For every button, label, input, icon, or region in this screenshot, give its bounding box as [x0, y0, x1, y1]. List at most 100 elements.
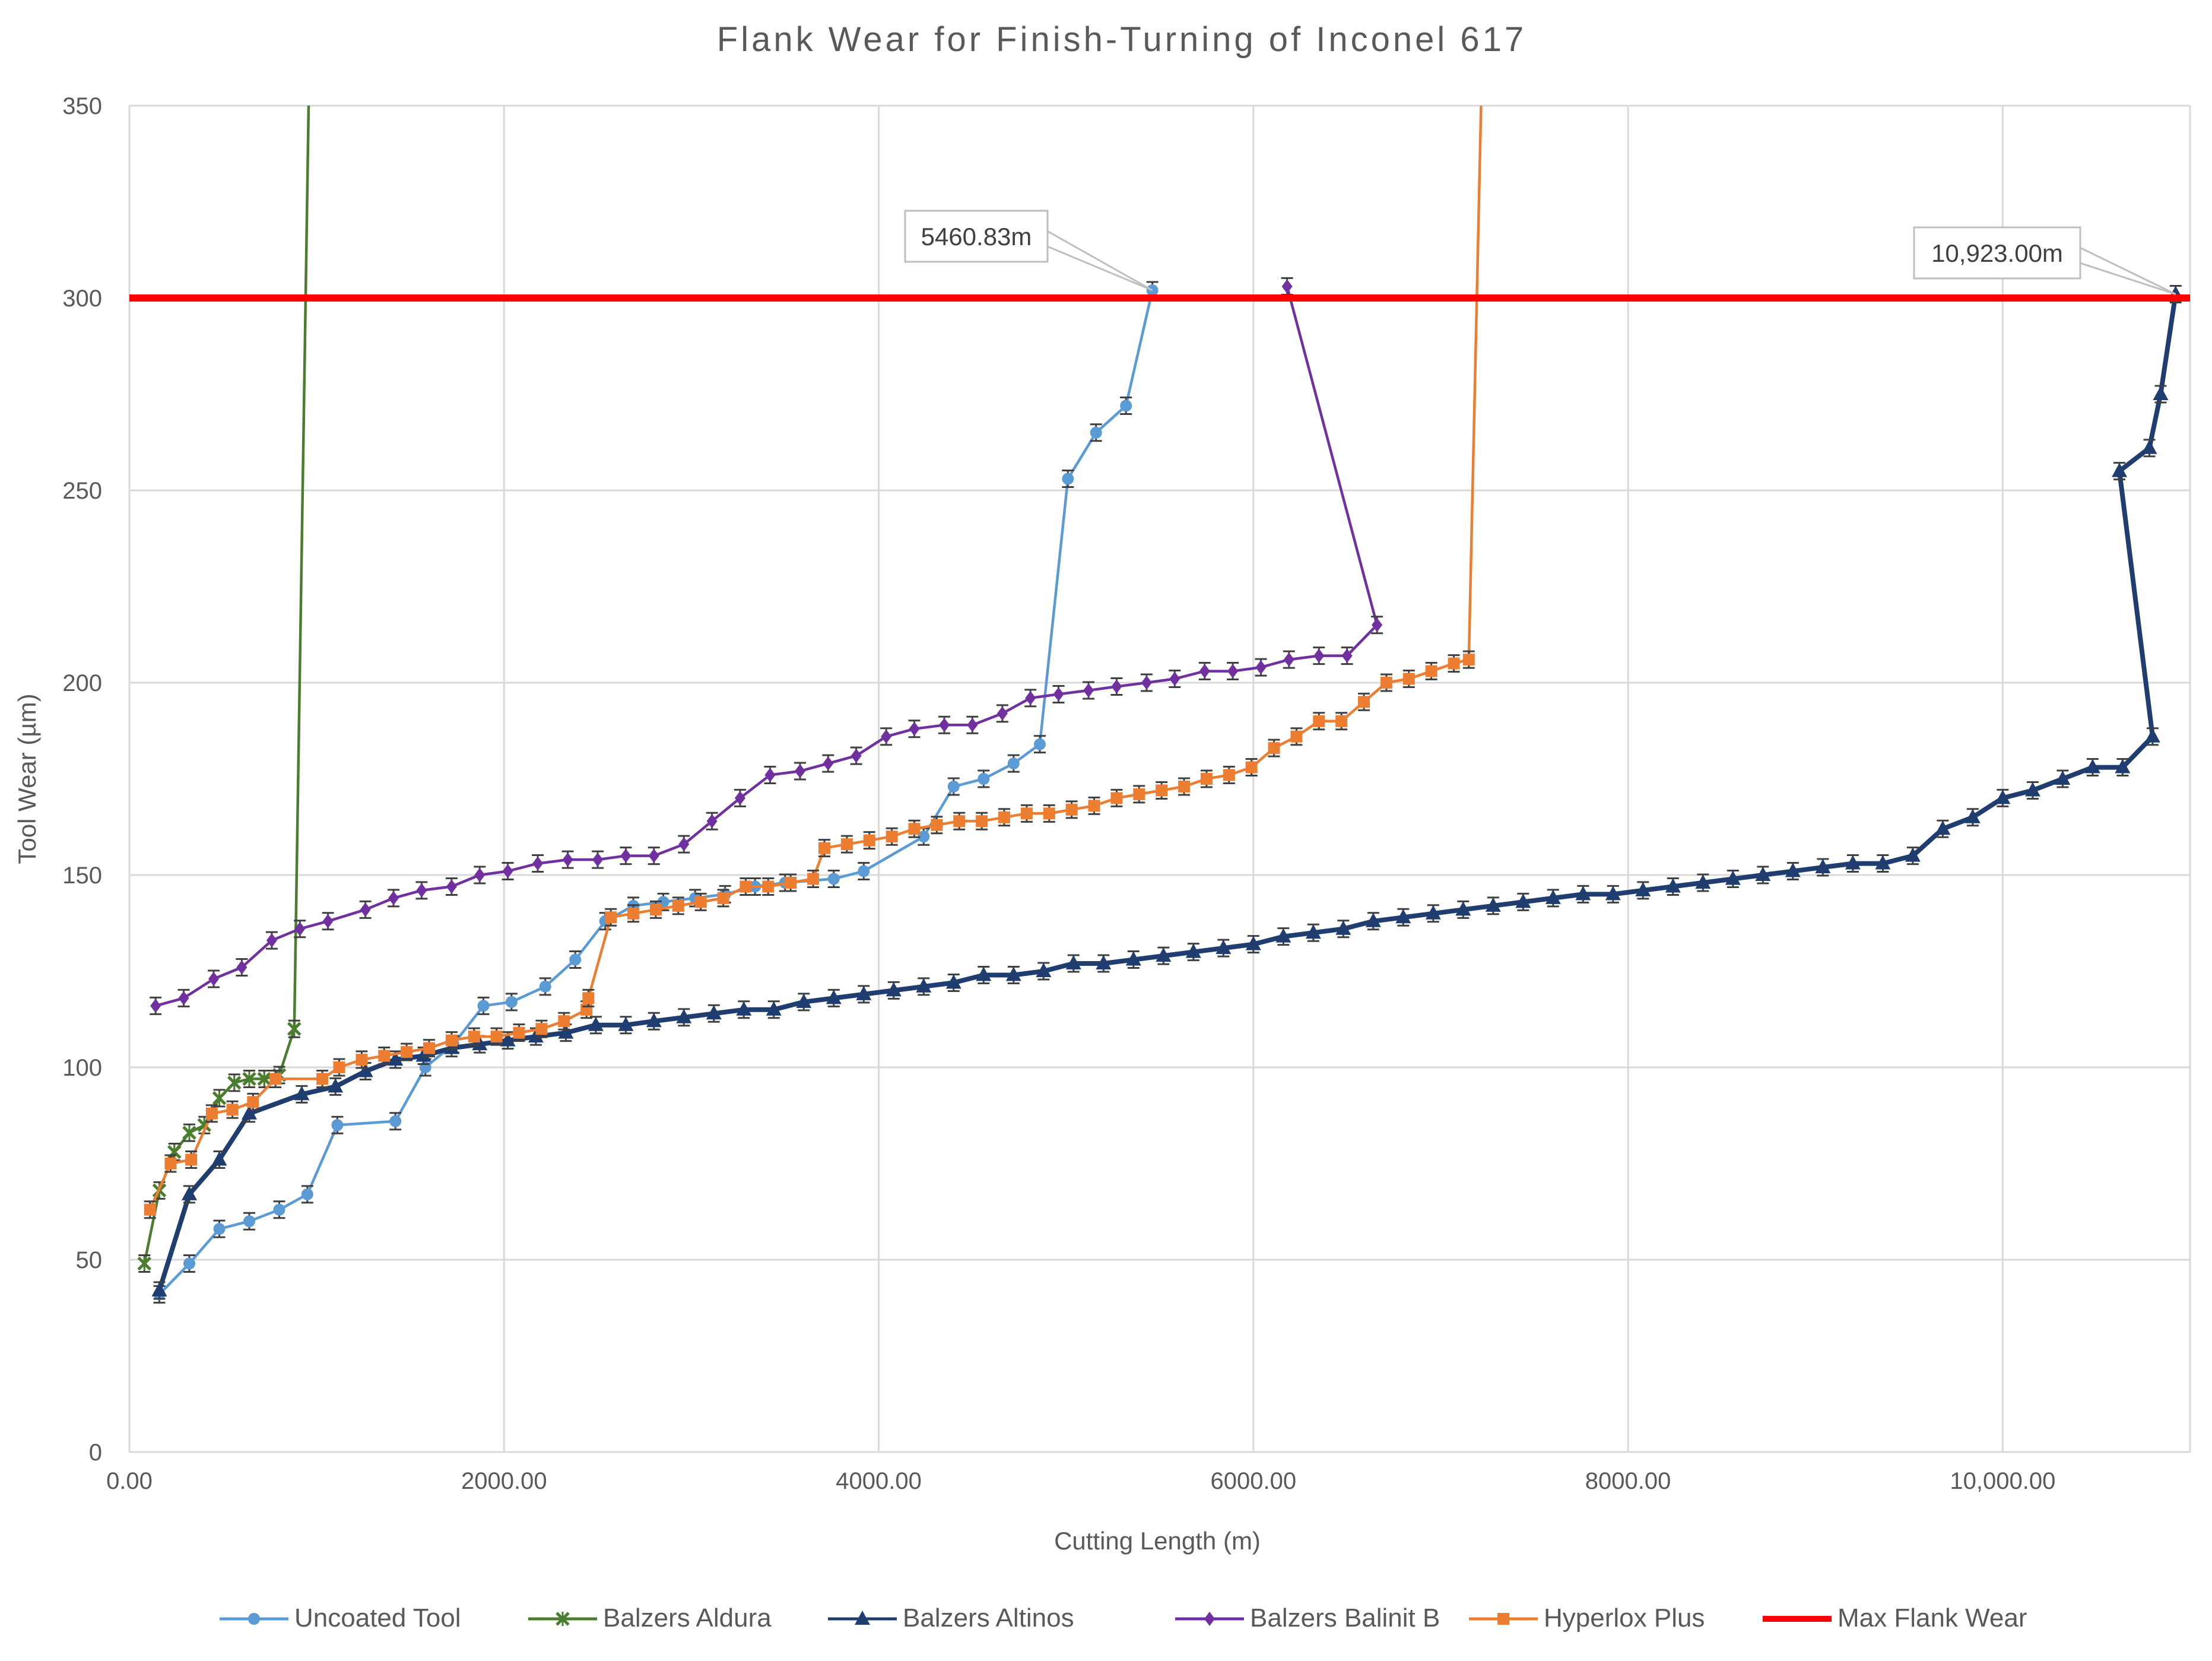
data-point	[931, 819, 943, 831]
data-point	[1053, 687, 1064, 702]
data-point	[796, 993, 812, 1008]
callout-box	[1913, 226, 2081, 280]
y-tick-label: 300	[62, 286, 102, 312]
data-point	[151, 1282, 167, 1297]
x-tick-label: 6000.00	[1211, 1468, 1297, 1494]
data-point	[1281, 279, 1293, 294]
data-point	[212, 1091, 227, 1105]
data-point	[360, 902, 371, 917]
data-point	[294, 1086, 310, 1101]
data-point	[2115, 759, 2131, 774]
data-point	[1090, 426, 1102, 439]
data-point	[242, 1072, 256, 1086]
legend-label: Uncoated Tool	[294, 1603, 461, 1633]
data-point	[592, 852, 604, 867]
data-point	[978, 773, 990, 785]
data-point	[886, 830, 898, 843]
data-point	[1335, 715, 1348, 727]
data-point	[301, 1188, 313, 1200]
data-point	[331, 1119, 344, 1131]
data-point	[1335, 920, 1351, 935]
data-point	[388, 1051, 404, 1066]
y-tick-label: 150	[62, 863, 102, 889]
data-point	[1455, 901, 1471, 916]
data-point	[676, 1009, 692, 1023]
data-point	[1088, 800, 1100, 812]
data-point	[1065, 803, 1078, 816]
legend: Uncoated Tool Balzers Aldura Balzers Altin…	[220, 1603, 2027, 1633]
data-point	[998, 811, 1011, 823]
data-point	[273, 1203, 285, 1216]
data-point	[976, 966, 992, 981]
data-point	[764, 768, 776, 782]
data-point	[807, 873, 820, 885]
data-point	[649, 904, 662, 916]
data-point	[823, 756, 834, 771]
data-point	[2144, 728, 2160, 743]
y-tick-label: 350	[62, 93, 102, 119]
callout-text: 5460.83m	[921, 223, 1032, 251]
data-point	[446, 879, 457, 894]
data-point	[558, 1015, 570, 1028]
data-point	[886, 982, 902, 997]
data-point	[881, 729, 892, 744]
data-point	[1268, 742, 1280, 755]
data-point	[243, 1215, 256, 1228]
data-point	[1156, 784, 1168, 797]
callout-box	[904, 210, 1049, 263]
data-point	[205, 1107, 218, 1120]
data-point	[1025, 690, 1036, 705]
data-point	[588, 1016, 604, 1031]
data-point	[242, 1105, 258, 1120]
data-point	[734, 791, 745, 806]
data-point	[1111, 679, 1122, 694]
data-point	[717, 892, 729, 904]
data-point	[532, 856, 544, 871]
data-point	[535, 1023, 548, 1035]
data-point	[1033, 738, 1046, 750]
data-point	[1485, 897, 1501, 912]
y-tick-label: 100	[62, 1055, 102, 1081]
legend-item: Max Flank Wear	[1763, 1603, 2027, 1633]
data-point	[1365, 912, 1381, 927]
data-point	[582, 992, 595, 1004]
data-point	[1096, 955, 1112, 970]
data-point	[1133, 788, 1145, 800]
x-tick-label: 8000.00	[1585, 1468, 1671, 1494]
data-point	[1635, 882, 1651, 896]
legend-label: Balzers Altinos	[903, 1603, 1074, 1633]
data-point	[423, 1042, 436, 1054]
data-point	[401, 1046, 413, 1058]
data-point	[287, 1022, 302, 1036]
data-point	[1425, 665, 1437, 677]
data-point	[257, 1072, 272, 1086]
data-point	[620, 848, 631, 863]
data-point	[967, 718, 978, 733]
data-point	[472, 1036, 488, 1051]
data-point	[1402, 673, 1415, 685]
data-point	[1120, 400, 1132, 412]
data-point	[939, 718, 950, 733]
data-point	[945, 974, 961, 989]
data-point	[762, 880, 775, 893]
data-point	[1313, 715, 1325, 727]
data-point	[1290, 730, 1303, 743]
data-point	[648, 848, 659, 863]
data-point	[356, 1054, 368, 1066]
data-point	[856, 985, 872, 1000]
data-point	[908, 823, 921, 835]
data-point	[1169, 671, 1180, 686]
data-point	[605, 911, 617, 924]
data-point	[389, 1115, 402, 1127]
data-point	[178, 991, 189, 1006]
data-point	[1695, 874, 1711, 889]
data-point	[1448, 657, 1460, 670]
data-point	[1462, 654, 1475, 666]
data-point	[269, 1073, 282, 1085]
data-point	[1125, 951, 1141, 966]
data-point	[226, 1104, 239, 1116]
data-point	[1275, 928, 1291, 943]
data-point	[357, 1063, 373, 1077]
data-point	[333, 1061, 345, 1073]
data-point	[646, 1013, 662, 1028]
